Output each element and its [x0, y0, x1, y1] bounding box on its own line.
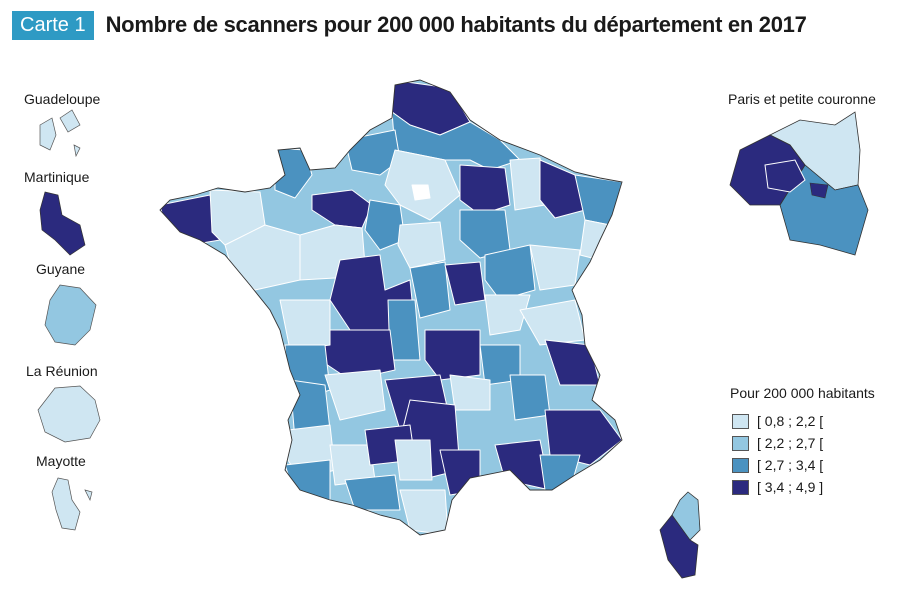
dept-region	[579, 219, 611, 261]
legend-swatch	[732, 435, 749, 451]
dept-region	[397, 221, 446, 269]
map-header: Carte 1 Nombre de scanners pour 200 000 …	[12, 10, 807, 40]
inset-paris: Paris et petite couronne	[728, 91, 876, 256]
inset-martinique: Martinique	[24, 169, 90, 256]
legend-item: [ 0,8 ; 2,2 [	[732, 410, 823, 432]
inset-guyane: Guyane	[36, 261, 97, 346]
legend: [ 0,8 ; 2,2 [ [ 2,2 ; 2,7 [ [ 2,7 ; 3,4 …	[732, 410, 823, 498]
legend-item: [ 2,2 ; 2,7 [	[732, 432, 823, 454]
france-coastline	[159, 79, 623, 536]
dept-region	[399, 489, 449, 535]
legend-label: [ 2,2 ; 2,7 [	[757, 435, 824, 451]
inset-label-guyane: Guyane	[36, 261, 85, 277]
metropolitan-france-map	[160, 80, 622, 535]
dept-region	[544, 409, 622, 466]
map-title: Nombre de scanners pour 200 000 habitant…	[105, 12, 807, 37]
dept-region	[449, 374, 491, 411]
dept-region	[444, 261, 486, 306]
dept-region	[284, 459, 331, 501]
legend-swatch	[732, 479, 749, 495]
legend-label: [ 2,7 ; 3,4 [	[757, 457, 824, 473]
legend-item: [ 3,4 ; 4,9 ]	[732, 476, 823, 498]
inset-reunion: La Réunion	[26, 363, 101, 443]
corsica-map	[659, 491, 701, 579]
dept-region	[279, 299, 331, 351]
legend-label: [ 3,4 ; 4,9 ]	[757, 479, 824, 495]
dept-region	[344, 474, 401, 511]
dept-region	[364, 199, 406, 251]
inset-label-guadeloupe: Guadeloupe	[24, 91, 101, 107]
inset-mayotte: Mayotte	[36, 453, 93, 531]
dept-region	[409, 261, 451, 319]
dept-region	[484, 294, 531, 336]
legend-title: Pour 200 000 habitants	[730, 385, 875, 401]
inset-label-martinique: Martinique	[24, 169, 90, 185]
dept-region	[539, 159, 586, 219]
legend-item: [ 2,7 ; 3,4 [	[732, 454, 823, 476]
dept-region	[394, 439, 433, 481]
inset-label-mayotte: Mayotte	[36, 453, 86, 469]
legend-swatch	[732, 413, 749, 429]
legend-label: [ 0,8 ; 2,2 [	[757, 413, 824, 429]
dept-region	[324, 369, 386, 421]
dept-region	[411, 184, 431, 201]
inset-label-reunion: La Réunion	[26, 363, 98, 379]
map-number-badge: Carte 1	[12, 10, 94, 40]
inset-guadeloupe: Guadeloupe	[24, 91, 101, 158]
dept-region	[509, 374, 551, 421]
inset-label-paris: Paris et petite couronne	[728, 91, 876, 107]
legend-swatch	[732, 457, 749, 473]
